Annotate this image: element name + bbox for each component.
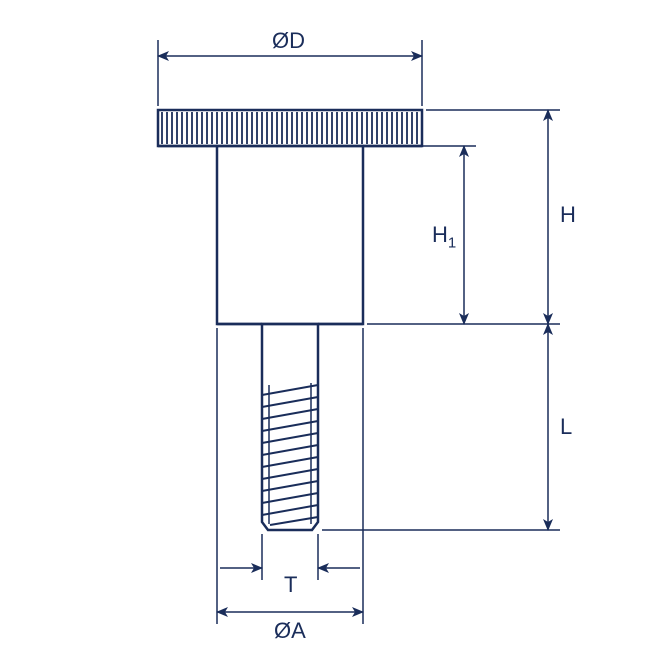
label-T: T xyxy=(284,572,297,598)
knurl-hatching xyxy=(162,112,417,144)
part-outline xyxy=(158,110,422,530)
label-A: ØA xyxy=(274,618,306,644)
technical-drawing-canvas: ØD ØA T H H1 L xyxy=(0,0,670,670)
label-D: ØD xyxy=(272,28,305,54)
label-H1: H1 xyxy=(432,222,456,251)
neck-outline xyxy=(217,146,363,324)
drawing-svg xyxy=(0,0,670,670)
thread-lines xyxy=(262,385,318,525)
label-L: L xyxy=(560,414,572,440)
extension-lines xyxy=(158,40,560,624)
label-H: H xyxy=(560,202,576,228)
